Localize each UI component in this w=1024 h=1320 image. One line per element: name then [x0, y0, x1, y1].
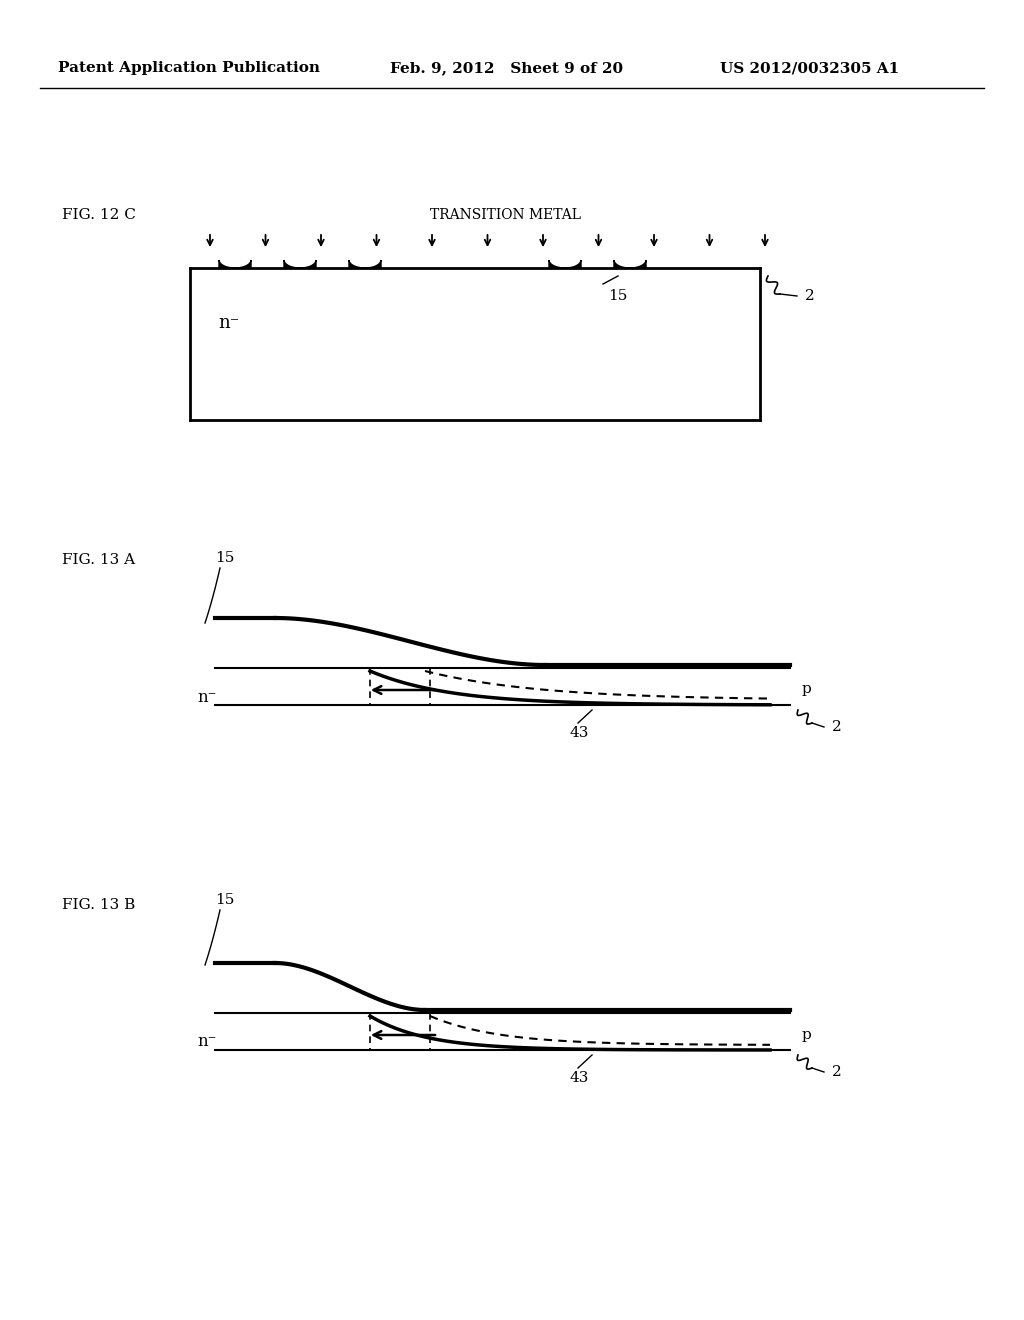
Text: 15: 15: [215, 894, 234, 907]
Text: 15: 15: [608, 289, 628, 304]
Polygon shape: [349, 260, 381, 268]
Text: p: p: [802, 1027, 812, 1041]
Text: 43: 43: [570, 726, 590, 741]
Text: 2: 2: [831, 1065, 842, 1078]
Text: n⁻: n⁻: [218, 314, 240, 333]
Text: Patent Application Publication: Patent Application Publication: [58, 61, 319, 75]
Text: 2: 2: [805, 289, 815, 304]
Polygon shape: [219, 260, 251, 268]
Text: n⁻: n⁻: [197, 689, 216, 705]
Text: FIG. 13 B: FIG. 13 B: [62, 898, 135, 912]
Polygon shape: [549, 260, 581, 268]
Text: n⁻: n⁻: [197, 1034, 216, 1051]
Text: TRANSITION METAL: TRANSITION METAL: [429, 209, 581, 222]
Text: 43: 43: [570, 1071, 590, 1085]
Text: 2: 2: [831, 719, 842, 734]
Text: p: p: [802, 682, 812, 697]
Text: FIG. 13 A: FIG. 13 A: [62, 553, 135, 568]
Polygon shape: [284, 260, 316, 268]
Text: Feb. 9, 2012   Sheet 9 of 20: Feb. 9, 2012 Sheet 9 of 20: [390, 61, 624, 75]
Polygon shape: [614, 260, 646, 268]
Text: US 2012/0032305 A1: US 2012/0032305 A1: [720, 61, 899, 75]
Text: FIG. 12 C: FIG. 12 C: [62, 209, 136, 222]
Text: 15: 15: [215, 550, 234, 565]
